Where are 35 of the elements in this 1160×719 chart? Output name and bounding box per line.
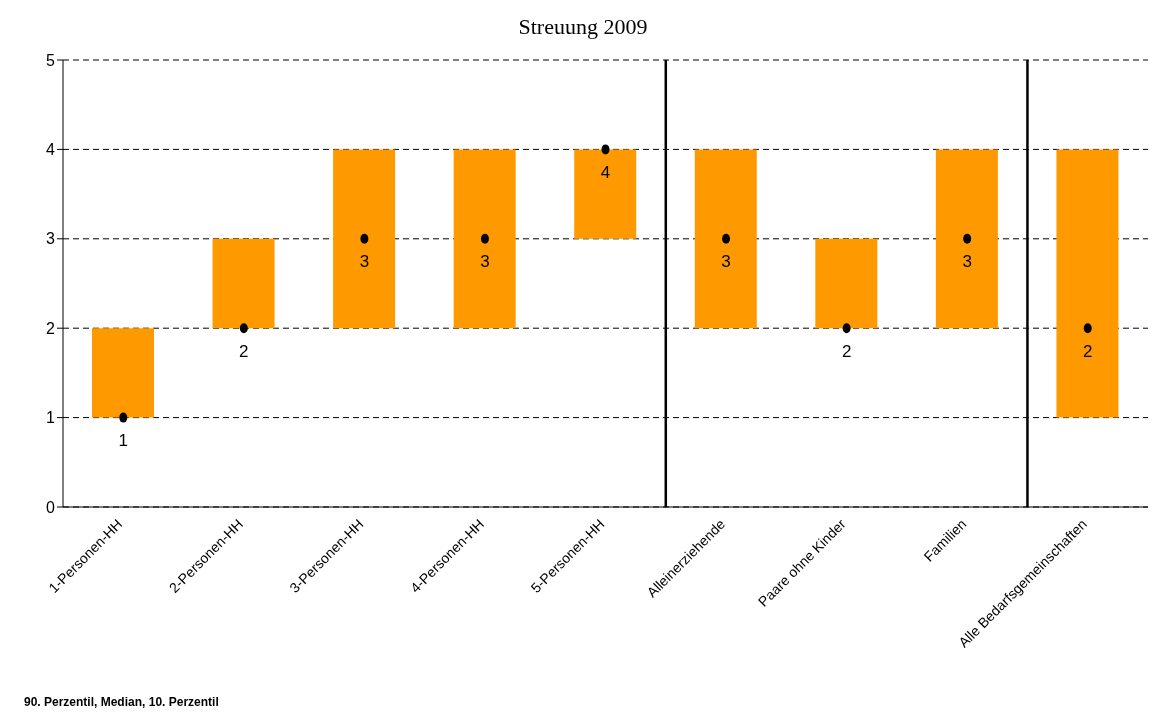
data-label: 2 (1082, 341, 1093, 361)
point (722, 233, 731, 244)
chart-title: Streuung 2009 (517, 14, 649, 40)
data-label: 1 (118, 431, 129, 451)
data-label: 2 (239, 341, 249, 361)
point (239, 323, 248, 334)
y-tick-label: 5 (46, 51, 56, 69)
y-tick-label: 0 (46, 498, 56, 516)
data-label: 3 (359, 252, 370, 272)
point (480, 233, 489, 244)
y-tick-label: 3 (46, 230, 56, 248)
point (119, 412, 128, 423)
y-tick-label: 1 (46, 409, 56, 427)
data-label: 3 (480, 252, 490, 272)
point (1083, 323, 1092, 334)
bar (212, 238, 275, 329)
bar (1056, 149, 1119, 418)
point (842, 323, 851, 334)
data-label: 4 (600, 162, 611, 182)
point (963, 233, 972, 244)
bar (935, 149, 998, 329)
data-label: 2 (841, 341, 852, 361)
bar (815, 238, 878, 329)
bar (333, 149, 396, 329)
data-label: 3 (721, 252, 731, 272)
bar (92, 328, 154, 418)
text: 90. Perzentil, Median, 10. Perzentil (24, 695, 219, 709)
data-label: 3 (962, 252, 972, 272)
y-tick-label: 4 (46, 141, 56, 159)
point (601, 144, 610, 155)
y-tick-label: 2 (46, 319, 56, 337)
bar (574, 149, 637, 239)
point (360, 233, 369, 244)
bar (453, 149, 516, 329)
bar (694, 149, 757, 329)
